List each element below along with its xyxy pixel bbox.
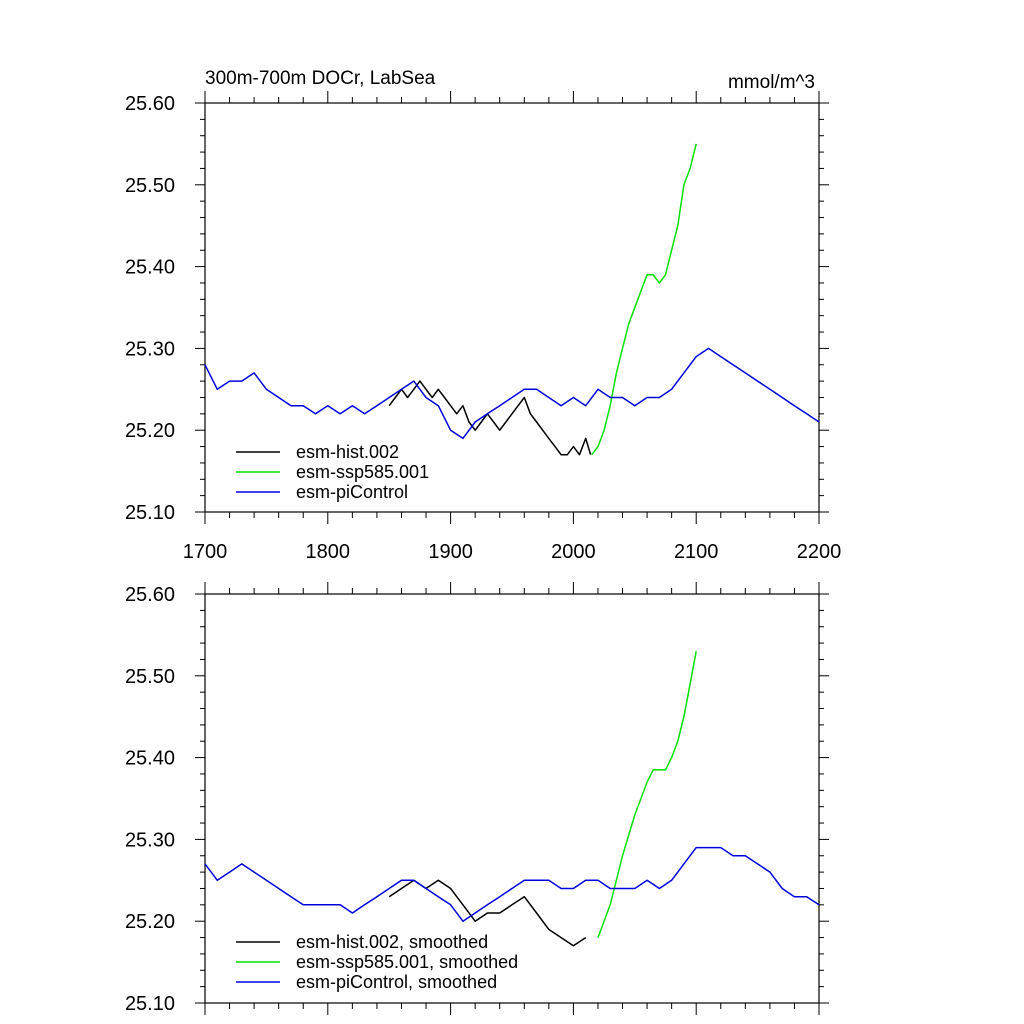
x-tick-label: 2200 [797, 541, 842, 563]
series-line-3 [204, 846, 820, 922]
y-tick-label: 25.60 [125, 93, 175, 115]
series-line-3 [204, 347, 820, 440]
legend-label: esm-ssp585.001, smoothed [296, 952, 518, 972]
y-tick-label: 25.50 [125, 175, 175, 197]
y-tick-label: 25.40 [125, 257, 175, 279]
bottom-panel: 25.10 25.20 25.30 25.40 25.50 25.60 esm-hist.0… [125, 582, 829, 1015]
y-tick-label: 25.40 [125, 748, 175, 770]
x-tick-label: 1800 [306, 541, 351, 563]
legend-label: esm-ssp585.001 [296, 462, 429, 482]
series-line-1 [388, 380, 592, 456]
series-line-2 [591, 143, 697, 456]
y-tick-label: 25.30 [125, 829, 175, 851]
y-tick-label: 25.50 [125, 666, 175, 688]
plot-frame [204, 102, 820, 513]
chart-title-right: mmol/m^3 [728, 72, 815, 93]
chart-title-left: 300m-700m DOCr, LabSea [205, 68, 436, 89]
top-panel: 25.10 25.20 25.30 25.40 25.50 25.60 1700 1800 19… [125, 68, 841, 563]
plot-frame [204, 593, 820, 1004]
y-tick-label: 25.60 [125, 584, 175, 606]
legend-label: esm-hist.002 [296, 442, 399, 462]
x-tick-label: 2100 [674, 541, 719, 563]
x-tick-label: 2000 [551, 541, 596, 563]
y-tick-label: 25.20 [125, 911, 175, 933]
x-tick-label: 1900 [428, 541, 473, 563]
legend-label: esm-piControl [296, 482, 408, 502]
y-tick-label: 25.10 [125, 502, 175, 524]
legend-label: esm-hist.002, smoothed [296, 932, 488, 952]
series-line-2 [597, 651, 697, 938]
x-tick-label: 1700 [183, 541, 228, 563]
y-tick-label: 25.10 [125, 993, 175, 1015]
y-tick-label: 25.30 [125, 338, 175, 360]
legend-label: esm-piControl, smoothed [296, 972, 497, 992]
y-tick-label: 25.20 [125, 420, 175, 442]
